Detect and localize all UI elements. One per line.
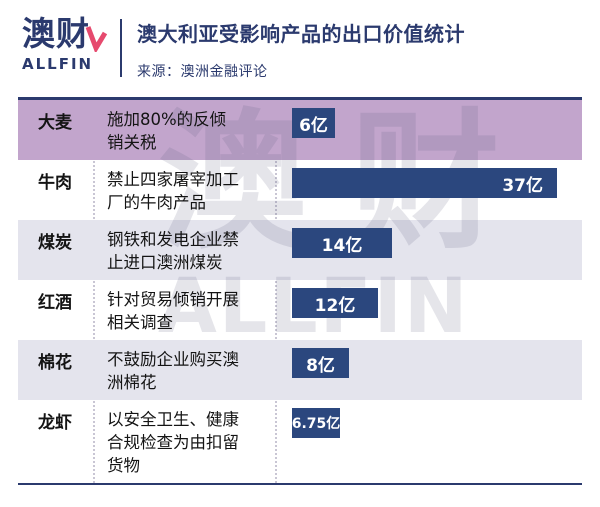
header: 澳财 ALLFIN 澳大利亚受影响产品的出口价值统计 来源：澳洲金融评论 (22, 16, 465, 81)
measure-description: 钢铁和发电企业禁止进口澳洲煤炭 (107, 230, 239, 272)
measure-description: 针对贸易倾销开展相关调查 (107, 290, 239, 332)
measure-description: 以安全卫生、健康合规检查为由扣留货物 (107, 410, 239, 475)
table-row: 龙虾 以安全卫生、健康合规检查为由扣留货物 6.75亿 (18, 400, 582, 483)
value-bar: 14亿 (292, 228, 392, 258)
product-name: 红酒 (38, 293, 72, 313)
table-rows: 大麦 施加80%的反倾销关税 6亿牛肉 禁止四家屠宰加工厂的牛肉产品 37亿煤炭 钢铁和发… (18, 100, 582, 483)
value-bar: 6.75亿 (292, 408, 340, 438)
product-name: 大麦 (38, 113, 72, 133)
value-bar-label: 8亿 (306, 355, 335, 376)
value-bar-label: 14亿 (321, 235, 363, 256)
brand-logo-en: ALLFIN (22, 55, 94, 73)
brand-accent-stroke-icon (85, 26, 108, 52)
column-separator-2 (275, 100, 277, 483)
value-bar: 12亿 (292, 288, 378, 318)
table-row: 牛肉 禁止四家屠宰加工厂的牛肉产品 37亿 (18, 160, 582, 220)
measure-description: 不鼓励企业购买澳洲棉花 (107, 350, 239, 392)
value-bar: 8亿 (292, 348, 349, 378)
product-name: 棉花 (38, 353, 72, 373)
value-bar: 37亿 (292, 168, 557, 198)
value-bar-label: 6.75亿 (291, 416, 341, 432)
value-bar-label: 6亿 (299, 115, 328, 136)
value-bar-label: 12亿 (314, 295, 356, 316)
value-bar: 6亿 (292, 108, 335, 138)
table-row: 棉花 不鼓励企业购买澳洲棉花 8亿 (18, 340, 582, 400)
measure-description: 禁止四家屠宰加工厂的牛肉产品 (107, 170, 239, 212)
measure-description: 施加80%的反倾销关税 (107, 110, 227, 152)
table-row: 煤炭 钢铁和发电企业禁止进口澳洲煤炭 14亿 (18, 220, 582, 280)
table-row: 大麦 施加80%的反倾销关税 6亿 (18, 100, 582, 160)
product-name: 煤炭 (38, 233, 72, 253)
product-name: 牛肉 (38, 173, 72, 193)
export-value-table: 大麦 施加80%的反倾销关税 6亿牛肉 禁止四家屠宰加工厂的牛肉产品 37亿煤炭 钢铁和发… (18, 97, 582, 485)
source-label: 来源：澳洲金融评论 (137, 64, 268, 80)
brand-logo: 澳财 ALLFIN (22, 16, 110, 73)
header-divider (120, 19, 122, 77)
title-block: 澳大利亚受影响产品的出口价值统计 来源：澳洲金融评论 (137, 16, 465, 81)
page-title: 澳大利亚受影响产品的出口价值统计 (137, 22, 465, 46)
column-separator-1 (93, 100, 95, 483)
product-name: 龙虾 (38, 413, 72, 433)
brand-logo-cn: 澳财 (22, 14, 90, 53)
value-bar-label: 37亿 (502, 175, 543, 196)
table-row: 红酒 针对贸易倾销开展相关调查 12亿 (18, 280, 582, 340)
